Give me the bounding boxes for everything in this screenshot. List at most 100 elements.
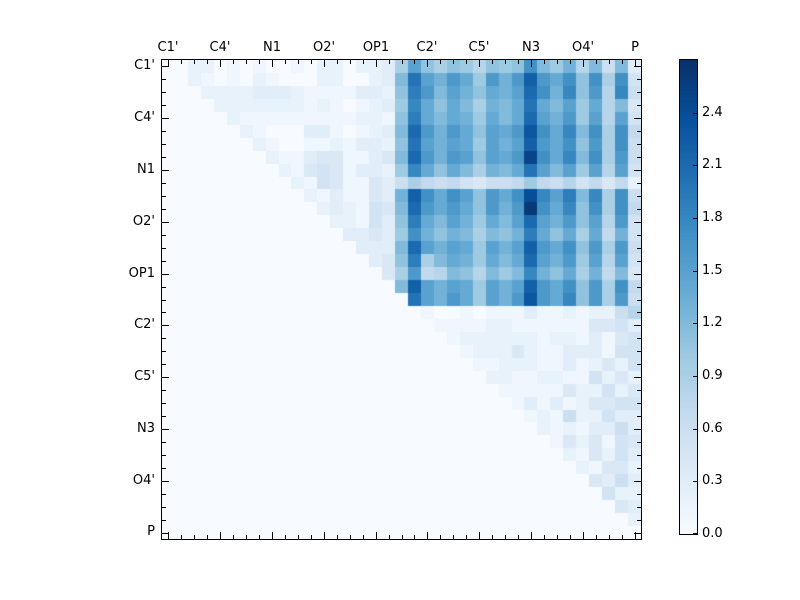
minor-tick [466,60,468,64]
minor-tick [637,364,641,366]
major-tick [634,532,636,539]
y-tick-label: C1' [134,58,155,73]
y-tick-label: N1 [137,162,155,177]
minor-tick [518,535,519,539]
colorbar-tick [693,271,697,272]
colorbar-tick-label: 2.4 [702,105,723,120]
minor-tick [637,338,641,340]
colorbar-tick-label: 1.2 [702,315,723,330]
minor-tick [233,535,235,539]
minor-tick [207,60,209,64]
heatmap-canvas [162,60,641,539]
minor-tick [637,286,641,288]
minor-tick [162,467,166,469]
major-tick [272,532,274,539]
major-tick [634,118,641,120]
minor-tick [349,535,351,539]
minor-tick [505,535,507,539]
x-tick-label: N3 [522,40,540,55]
colorbar-tick [693,113,697,114]
minor-tick [162,195,166,197]
minor-tick [162,403,166,405]
minor-tick [181,60,183,64]
y-tick-label: O2' [132,214,155,229]
x-tick-label: C4' [209,40,231,55]
minor-tick [608,535,610,539]
major-tick [634,170,641,172]
minor-tick [336,60,338,64]
minor-tick [637,403,641,405]
y-tick-label: O4' [132,473,155,488]
major-tick [530,532,532,539]
minor-tick [543,60,545,64]
minor-tick [466,535,468,539]
major-tick [582,60,584,67]
minor-tick [259,535,261,539]
axes-frame [161,59,642,540]
minor-tick [194,535,196,539]
colorbar-tick [693,323,697,324]
minor-tick [637,467,641,469]
minor-tick [162,131,166,133]
minor-tick [637,157,641,159]
major-tick [162,221,169,223]
major-tick [272,60,274,67]
minor-tick [595,535,597,539]
minor-tick [637,506,641,508]
minor-tick [297,60,299,64]
minor-tick [162,247,166,249]
major-tick [634,532,641,534]
major-tick [162,377,169,379]
minor-tick [621,535,623,539]
minor-tick [233,60,235,64]
major-tick [162,273,169,275]
minor-tick [181,535,183,539]
minor-tick [162,157,166,159]
major-tick [162,532,169,534]
minor-tick [246,535,248,539]
major-tick [168,532,170,539]
minor-tick [162,234,166,236]
minor-tick [162,338,166,340]
x-tick-label: O2' [312,40,336,55]
colorbar-tick-label: 0.9 [702,368,723,383]
minor-tick [162,493,166,495]
minor-tick [194,60,196,64]
minor-tick [162,92,166,94]
minor-tick [637,208,641,210]
minor-tick [637,144,641,146]
minor-tick [621,60,623,64]
major-tick [479,532,481,539]
minor-tick [162,416,166,417]
y-tick-label: C5' [134,369,155,384]
minor-tick [569,535,571,539]
major-tick [220,60,222,67]
minor-tick [637,351,641,353]
colorbar-tick-label: 2.1 [702,157,723,172]
minor-tick [162,519,166,521]
major-tick [634,428,641,430]
major-tick [634,60,636,67]
minor-tick [637,105,641,107]
major-tick [162,118,169,120]
minor-tick [162,312,166,314]
major-tick [375,60,377,67]
minor-tick [637,234,641,236]
minor-tick [637,195,641,197]
major-tick [634,273,641,275]
minor-tick [401,60,403,64]
y-tick-label: P [147,524,155,539]
colorbar-tick-label: 0.0 [702,526,723,541]
colorbar-tick [693,218,697,219]
y-tick-label: N3 [137,421,155,436]
minor-tick [162,286,166,288]
minor-tick [297,535,299,539]
minor-tick [349,60,351,64]
minor-tick [162,105,166,107]
minor-tick [492,535,494,539]
minor-tick [388,535,390,539]
minor-tick [388,60,390,64]
minor-tick [284,60,286,64]
major-tick [162,66,169,68]
